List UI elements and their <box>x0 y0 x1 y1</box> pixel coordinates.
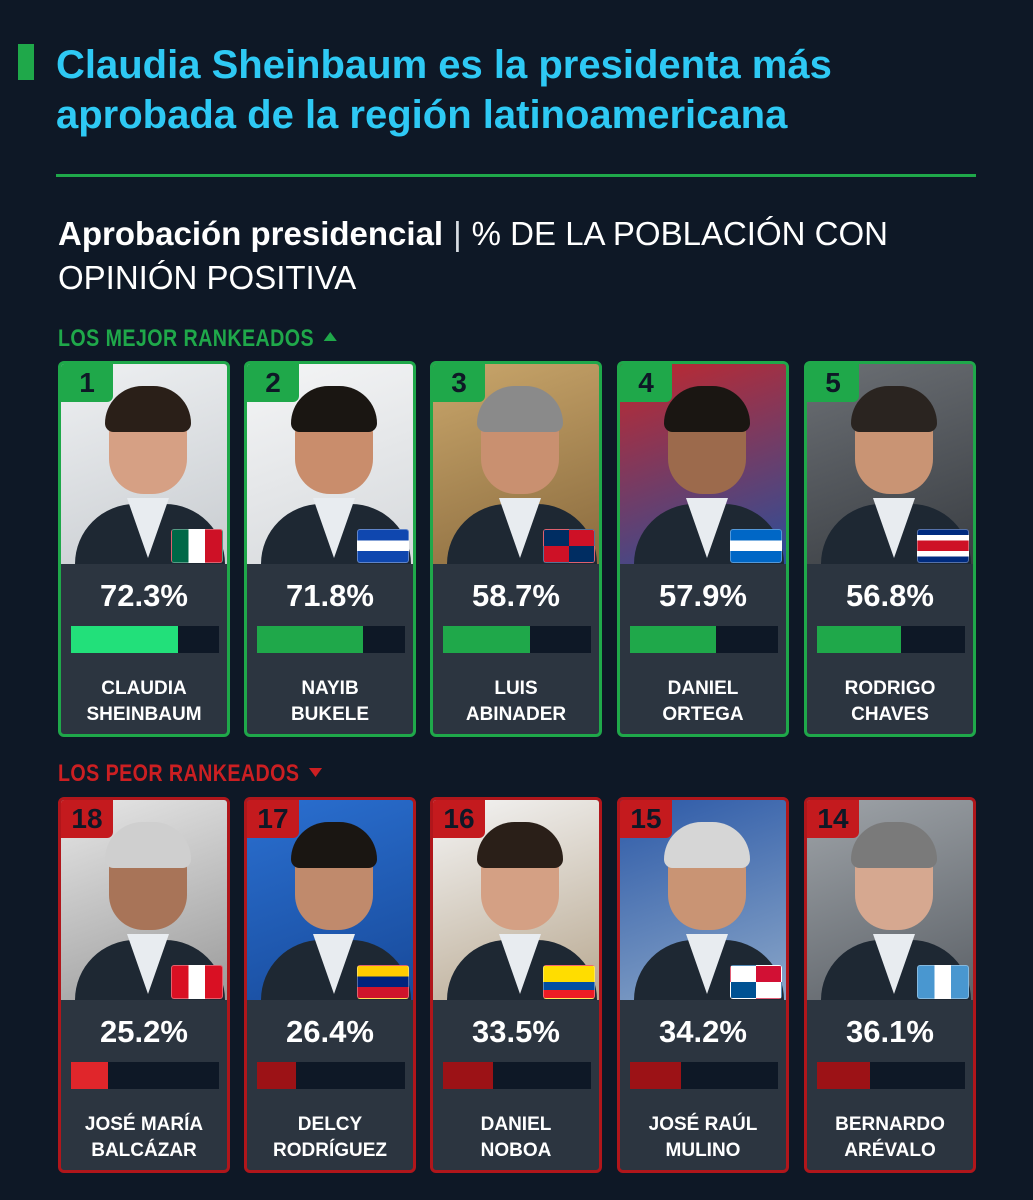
approval-bar-track <box>71 626 219 653</box>
rank-badge: 14 <box>807 800 859 838</box>
leader-name: DANIEL NOBOA <box>480 1114 552 1161</box>
approval-bar-track <box>257 626 405 653</box>
rank-badge: 18 <box>61 800 113 838</box>
worst-section-text: LOS PEOR RANKEADOS <box>58 760 300 787</box>
approval-bar-track <box>443 626 591 653</box>
portrait-hair <box>477 386 563 432</box>
leader-name: CLAUDIA SHEINBAUM <box>86 678 202 725</box>
leader-name: RODRIGO CHAVES <box>844 678 936 725</box>
mexico-flag-icon <box>171 529 223 563</box>
approval-value-label: 72.3% <box>100 578 188 613</box>
portrait-hair <box>664 386 750 432</box>
leader-name: DELCY RODRÍGUEZ <box>273 1114 387 1161</box>
ecuador-flag-icon <box>543 965 595 999</box>
best-section-label: LOS MEJOR RANKEADOS <box>58 325 337 353</box>
leader-card: 3 58.7% LUIS ABINADER <box>430 361 602 737</box>
approval-value-label: 34.2% <box>659 1014 747 1049</box>
approval-value-label: 58.7% <box>472 578 560 613</box>
approval-bar-track <box>630 1062 778 1089</box>
triangle-down-icon <box>309 768 323 778</box>
portrait-photo <box>247 364 413 564</box>
approval-bar <box>443 1062 493 1089</box>
subtitle-unit: % DE LA POBLACIÓN CON OPINIÓN POSITIVA <box>58 215 888 296</box>
approval-bar-track <box>443 1062 591 1089</box>
leader-card: 17 26.4% DELCY RODRÍGUEZ <box>244 797 416 1173</box>
subtitle-separator: | <box>453 215 462 252</box>
leader-name: LUIS ABINADER <box>465 678 567 725</box>
rank-badge: 16 <box>433 800 485 838</box>
dominican-republic-flag-icon <box>543 529 595 563</box>
approval-bar <box>817 626 902 653</box>
approval-bar <box>443 626 530 653</box>
approval-bar <box>71 1062 109 1089</box>
approval-bar-track <box>817 626 965 653</box>
leader-card: 16 33.5% DANIEL NOBOA <box>430 797 602 1173</box>
rank-badge: 5 <box>807 364 859 402</box>
leader-card: 15 34.2% JOSÉ RAÚL MULINO <box>617 797 789 1173</box>
portrait-hair <box>851 386 937 432</box>
portrait-hair <box>291 822 377 868</box>
leader-name: BERNARDO ARÉVALO <box>835 1114 945 1161</box>
portrait-hair <box>664 822 750 868</box>
leader-card: 5 56.8% RODRIGO CHAVES <box>804 361 976 737</box>
approval-bar-track <box>257 1062 405 1089</box>
approval-value-label: 33.5% <box>472 1014 560 1049</box>
headline-divider <box>56 174 976 177</box>
triangle-up-icon <box>323 332 337 342</box>
approval-value-label: 57.9% <box>659 578 747 613</box>
rank-badge: 3 <box>433 364 485 402</box>
leader-card: 18 25.2% JOSÉ MARÍA BALCÁZAR <box>58 797 230 1173</box>
approval-bar <box>257 1062 297 1089</box>
el-salvador-flag-icon <box>357 529 409 563</box>
rank-badge: 15 <box>620 800 672 838</box>
leader-card: 14 36.1% BERNARDO ARÉVALO <box>804 797 976 1173</box>
portrait-hair <box>105 386 191 432</box>
approval-bar <box>817 1062 871 1089</box>
approval-bar-track <box>630 626 778 653</box>
nicaragua-flag-icon <box>730 529 782 563</box>
approval-bar <box>257 626 364 653</box>
leader-card: 4 57.9% DANIEL ORTEGA <box>617 361 789 737</box>
approval-bar <box>630 626 716 653</box>
approval-value-label: 56.8% <box>846 578 934 613</box>
headline-accent-bar <box>18 44 34 80</box>
approval-bar <box>71 626 178 653</box>
approval-value-label: 25.2% <box>100 1014 188 1049</box>
approval-value-label: 26.4% <box>286 1014 374 1049</box>
leader-name: NAYIB BUKELE <box>290 678 370 725</box>
guatemala-flag-icon <box>917 965 969 999</box>
approval-bar-track <box>71 1062 219 1089</box>
headline: Claudia Sheinbaum es la presidenta más a… <box>56 43 832 137</box>
peru-flag-icon <box>171 965 223 999</box>
rank-badge: 1 <box>61 364 113 402</box>
approval-bar <box>630 1062 681 1089</box>
portrait-hair <box>851 822 937 868</box>
best-section-text: LOS MEJOR RANKEADOS <box>58 325 315 352</box>
rank-badge: 4 <box>620 364 672 402</box>
rank-badge: 17 <box>247 800 299 838</box>
leader-name: JOSÉ RAÚL MULINO <box>648 1114 758 1161</box>
portrait-photo <box>61 364 227 564</box>
approval-value-label: 36.1% <box>846 1014 934 1049</box>
venezuela-flag-icon <box>357 965 409 999</box>
leader-name: JOSÉ MARÍA BALCÁZAR <box>84 1114 204 1161</box>
panama-flag-icon <box>730 965 782 999</box>
portrait-photo <box>61 800 227 1000</box>
portrait-photo <box>620 800 786 1000</box>
costa-rica-flag-icon <box>917 529 969 563</box>
portrait-hair <box>105 822 191 868</box>
leader-card: 1 72.3% CLAUDIA SHEINBAUM <box>58 361 230 737</box>
leader-name: DANIEL ORTEGA <box>662 678 744 725</box>
subtitle-bold: Aprobación presidencial <box>58 215 444 252</box>
portrait-hair <box>291 386 377 432</box>
leader-card: 2 71.8% NAYIB BUKELE <box>244 361 416 737</box>
approval-value-label: 71.8% <box>286 578 374 613</box>
chart-subtitle: Aprobación presidencial |% DE LA POBLACIÓ… <box>58 212 988 300</box>
approval-bar-track <box>817 1062 965 1089</box>
portrait-hair <box>477 822 563 868</box>
worst-section-label: LOS PEOR RANKEADOS <box>58 760 323 788</box>
rank-badge: 2 <box>247 364 299 402</box>
